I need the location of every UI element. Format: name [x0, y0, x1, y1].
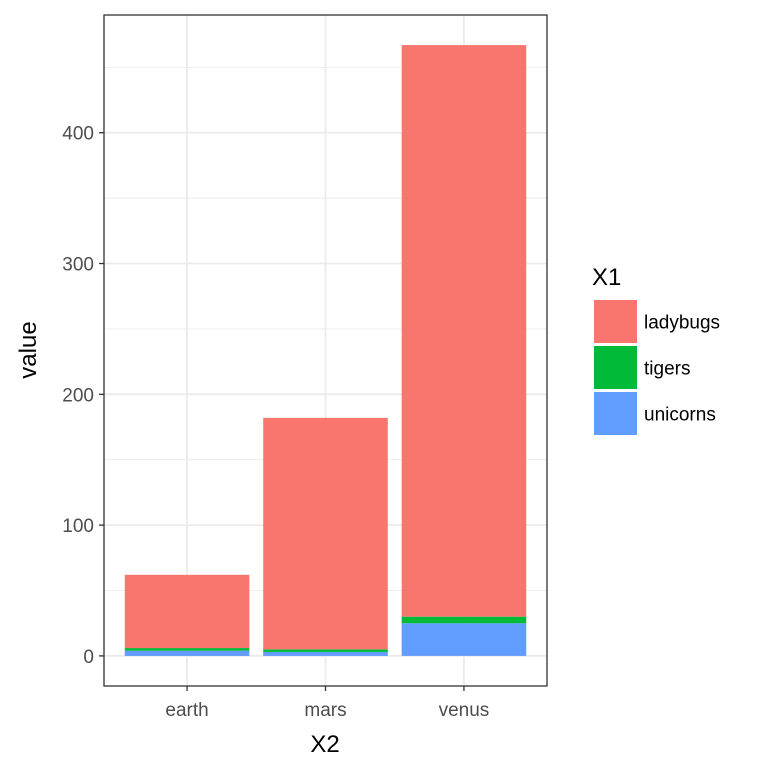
y-axis-title: value: [15, 321, 42, 378]
bar-unicorns-mars: [263, 651, 388, 656]
legend-key-tigers: [594, 346, 637, 389]
x-tick-label: venus: [439, 700, 490, 721]
axes: 0 100 200 300 400 earth mars venus: [62, 124, 489, 721]
bars: [124, 45, 527, 656]
legend-label-tigers: tigers: [644, 359, 690, 380]
y-tick-label: 0: [83, 647, 94, 668]
legend-key-ladybugs: [594, 300, 637, 343]
bar-ladybugs-earth: [124, 574, 250, 649]
bar-unicorns-earth: [124, 650, 250, 656]
y-tick-label: 100: [62, 516, 94, 537]
x-axis-title: X2: [310, 731, 339, 758]
bar-ladybugs-mars: [263, 417, 388, 650]
x-tick-label: mars: [304, 700, 346, 721]
legend: X1 ladybugs tigers unicorns: [592, 264, 720, 435]
legend-entries: ladybugs tigers unicorns: [594, 300, 720, 435]
bar-tigers-mars: [263, 649, 388, 652]
y-tick-label: 200: [62, 385, 94, 406]
y-tick-label: 400: [62, 124, 94, 145]
legend-label-ladybugs: ladybugs: [644, 313, 720, 334]
x-tick-label: earth: [165, 700, 208, 721]
legend-label-unicorns: unicorns: [644, 405, 716, 426]
legend-title: X1: [592, 264, 621, 291]
y-tick-label: 300: [62, 255, 94, 276]
bar-ladybugs-venus: [401, 45, 527, 617]
bar-tigers-venus: [401, 616, 527, 624]
bar-tigers-earth: [124, 648, 250, 651]
bar-unicorns-venus: [401, 623, 527, 656]
legend-key-unicorns: [594, 392, 637, 435]
